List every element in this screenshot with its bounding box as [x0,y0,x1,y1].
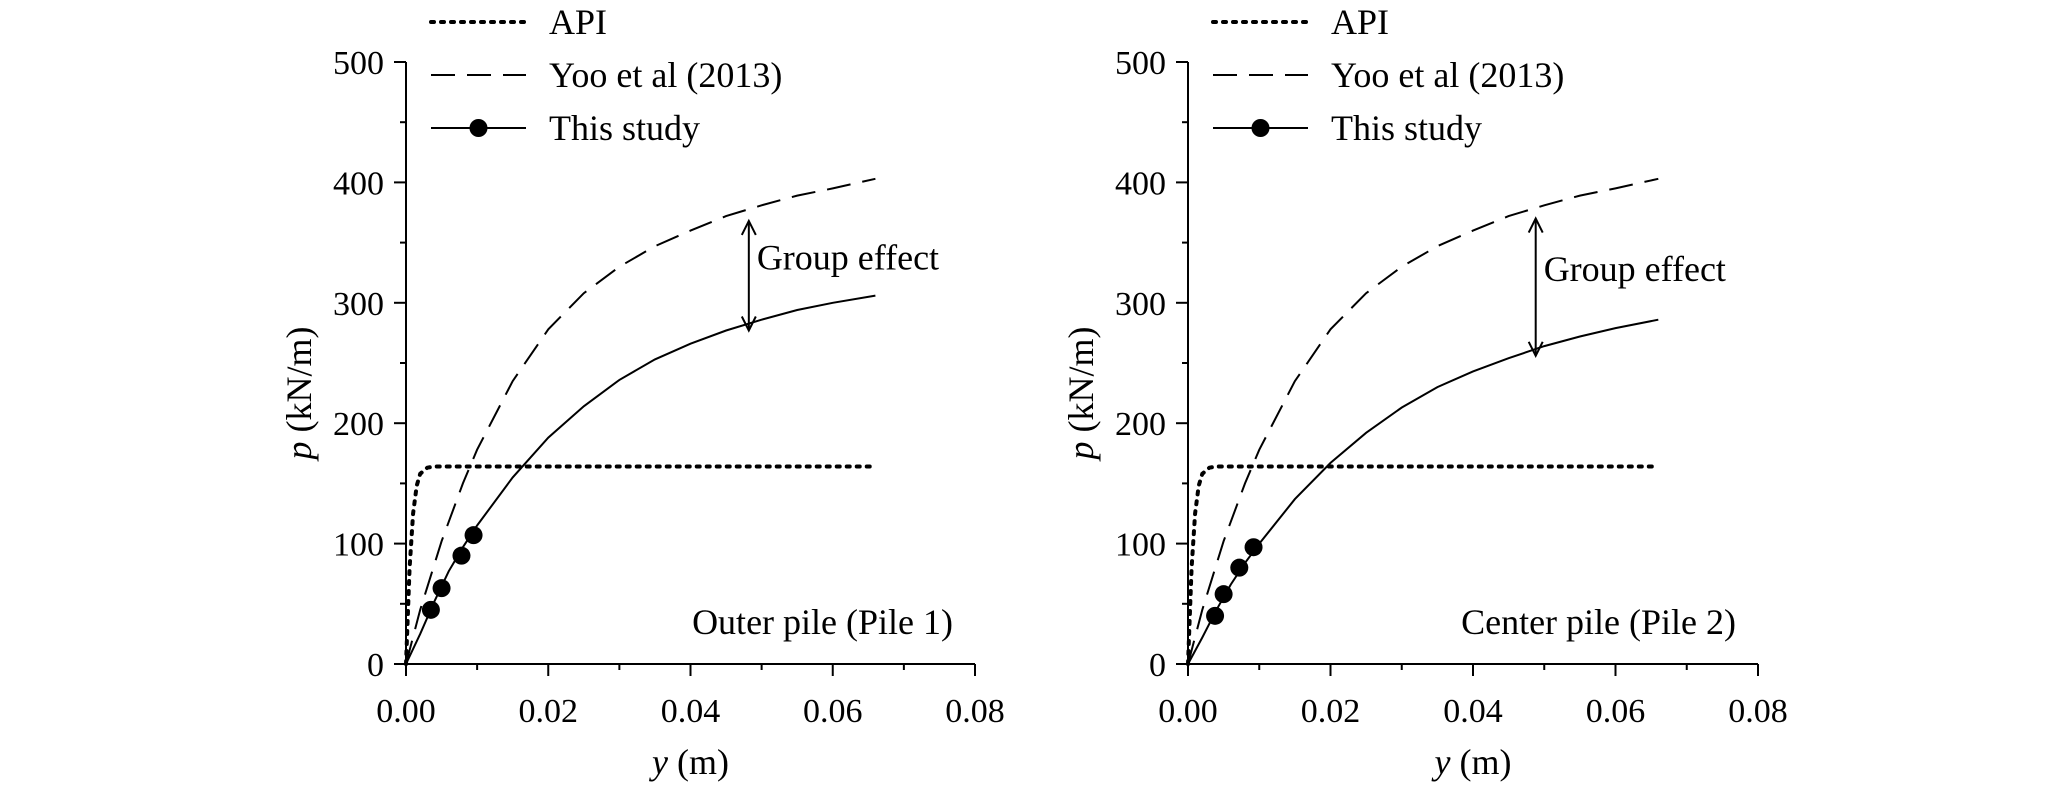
arrow-head-down [740,316,757,333]
y-tick-label: 100 [1115,527,1166,564]
x-tick-label: 0.06 [1586,693,1646,730]
data-point-marker [1214,585,1233,604]
series-line-dotted [404,464,878,666]
x-tick-label: 0.08 [1728,693,1788,730]
series-line-dashed [405,177,876,665]
legend-marker [1251,119,1270,137]
y-axis-title: p (kN/m) [279,327,319,463]
y-tick-label: 400 [1115,165,1166,202]
panel-2: 0 100 200 300 400 500 0.00 0.02 0.04 0.06 0.08 y (m… [1061,2,1788,782]
y-tick-label: 0 [367,647,384,684]
data-point-marker [421,600,440,619]
data-point-marker [1206,606,1225,625]
legend-label: API [549,2,607,42]
legend-label: This study [549,108,700,148]
y-tick-label: 200 [333,406,384,443]
y-tick-label: 200 [1115,406,1166,443]
x-tick-label: 0.06 [803,693,863,730]
x-tick-label: 0.02 [1301,693,1361,730]
x-tick-label: 0.00 [1158,693,1218,730]
arrow-head-up [740,218,757,236]
x-tick-label: 0.04 [661,693,721,730]
y-tick-label: 300 [1115,286,1166,323]
legend-label: API [1331,2,1389,42]
legend-label: Yoo et al (2013) [1331,55,1564,95]
y-tick-label: 400 [333,165,384,202]
data-point-marker [464,526,483,545]
panel-label: Outer pile (Pile 1) [692,602,953,642]
data-point-marker [1230,558,1249,577]
data-point-marker [452,546,471,565]
group-effect-label: Group effect [757,238,939,278]
y-tick-label: 0 [1149,647,1166,684]
x-axis-title: y (m) [1432,742,1512,782]
x-tick-label: 0.02 [519,693,579,730]
arrow-head-up [1527,216,1544,233]
panel-label: Center pile (Pile 2) [1461,602,1736,642]
x-tick-label: 0.04 [1443,693,1503,730]
group-effect-label: Group effect [1544,249,1726,289]
series-line-dashed [1187,177,1659,665]
legend-label: Yoo et al (2013) [549,55,782,95]
legend-label: This study [1331,108,1482,148]
arrow-head-down [1527,341,1544,359]
series-line-dotted [1186,464,1661,666]
data-point-marker [432,579,451,598]
x-tick-label: 0.00 [376,693,436,730]
y-tick-label: 500 [333,45,384,82]
x-axis-title: y (m) [649,742,729,782]
panel-1: 0 100 200 300 400 500 0.00 0.02 0.04 0.06 0.08 y (m… [279,2,1005,782]
y-tick-label: 300 [333,286,384,323]
y-axis-title: p (kN/m) [1061,327,1101,463]
y-tick-label: 500 [1115,45,1166,82]
legend-marker [469,119,488,137]
data-point-marker [1244,538,1263,557]
x-tick-label: 0.08 [945,693,1005,730]
y-tick-label: 100 [333,527,384,564]
